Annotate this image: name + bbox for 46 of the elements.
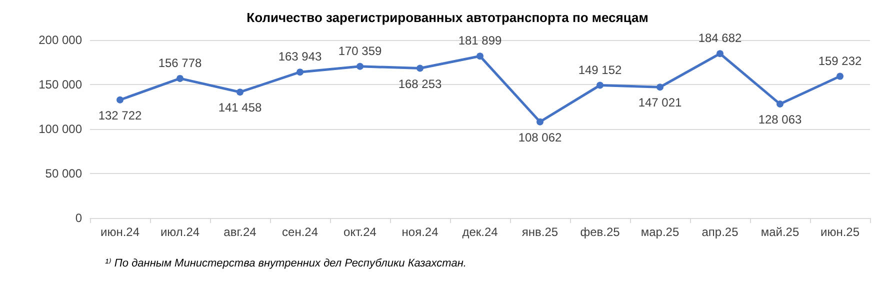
point (116, 96, 124, 104)
data-label: 132 722 (98, 108, 142, 122)
x-tick-label: сен.24 (282, 225, 318, 239)
point (416, 64, 424, 72)
y-tick-label: 200 000 (38, 33, 82, 47)
point (356, 62, 364, 70)
point (656, 84, 664, 91)
chart-title: Количество зарегистрированных автотранспорта по месяцам (246, 10, 648, 25)
data-label: 163 943 (278, 50, 322, 64)
y-tick-label: 50 000 (45, 166, 82, 180)
x-tick-label: янв.25 (522, 225, 558, 239)
point (296, 68, 304, 76)
point (596, 82, 604, 89)
x-tick-label: июн.25 (820, 225, 860, 239)
x-tick-label: апр.25 (702, 225, 739, 239)
data-label: 128 063 (758, 112, 802, 127)
point (476, 52, 484, 60)
point (236, 88, 244, 96)
data-label: 181 899 (458, 34, 502, 48)
x-tick-label: ноя.24 (402, 225, 439, 239)
point (716, 50, 724, 58)
data-label: 184 682 (698, 31, 742, 46)
point (836, 72, 844, 80)
x-tick-label: июн.24 (100, 225, 140, 239)
data-label: 159 232 (818, 54, 862, 68)
data-label: 170 359 (338, 44, 382, 58)
x-tick-label: фев.25 (580, 225, 620, 239)
x-tick-label: дек.24 (462, 225, 498, 239)
text: ¹⁾ По данным Министерства внутренних дел Республики Казахстан. (105, 258, 466, 270)
x-tick-label: май.25 (760, 225, 800, 239)
data-label: 156 778 (158, 56, 202, 70)
point (776, 100, 784, 108)
x-tick-label: окт.24 (344, 225, 377, 239)
data-label: 141 458 (218, 100, 262, 115)
data-label: 149 152 (578, 62, 622, 77)
data-label: 147 021 (638, 96, 682, 110)
x-tick-label: июл.24 (160, 225, 200, 239)
y-tick-label: 150 000 (38, 78, 82, 92)
point (176, 74, 184, 82)
point (536, 118, 544, 126)
data-label: 108 062 (518, 130, 562, 144)
x-tick-label: мар.25 (640, 225, 680, 239)
data-label: 168 253 (398, 76, 442, 91)
x-tick-label: авг.24 (224, 225, 257, 239)
y-tick-label: 0 (75, 211, 82, 225)
y-tick-label: 100 000 (38, 122, 82, 136)
